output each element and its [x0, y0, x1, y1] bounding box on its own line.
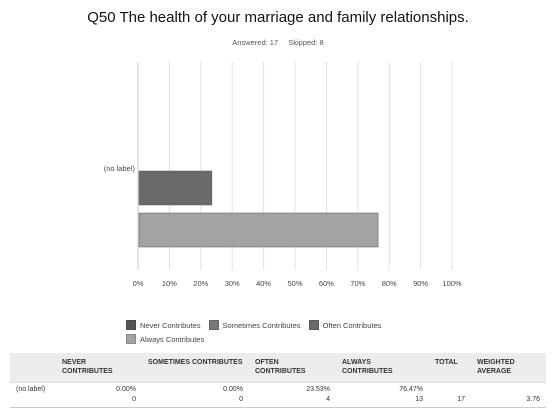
- table-header-weighted-average: WEIGHTED AVERAGE: [471, 353, 546, 383]
- x-tick-label: 40%: [256, 279, 271, 288]
- table-header-often: OFTEN CONTRIBUTES: [249, 353, 336, 383]
- x-tick-label: 60%: [319, 279, 334, 288]
- chart-legend: Never Contributes Sometimes Contributes …: [126, 320, 426, 348]
- table-cell-sometimes: 0.00% 0: [142, 382, 249, 408]
- x-tick-label: 80%: [382, 279, 397, 288]
- legend-swatch-always: [126, 334, 136, 344]
- table-header-never: NEVER CONTRIBUTES: [56, 353, 142, 383]
- x-tick-label: 70%: [350, 279, 365, 288]
- x-tick-label: 20%: [193, 279, 208, 288]
- bar-often: [138, 170, 213, 206]
- answered-count: Answered: 17: [232, 38, 279, 47]
- weighted-average-value: 3.76: [526, 396, 540, 403]
- total-count: 17: [457, 396, 465, 403]
- table-header-row: NEVER CONTRIBUTES SOMETIMES CONTRIBUTES …: [10, 353, 546, 383]
- summary-table: NEVER CONTRIBUTES SOMETIMES CONTRIBUTES …: [10, 353, 546, 408]
- x-tick-label: 10%: [162, 279, 177, 288]
- legend-item-never: Never Contributes: [126, 320, 200, 330]
- sometimes-percent: 0.00%: [223, 386, 243, 393]
- table-row-label: (no label): [10, 382, 56, 408]
- never-percent: 0.00%: [116, 386, 136, 393]
- bar-chart: 0% 10% 20% 30% 40% 50% 60% 70% 80% 90% 100% (no lab…: [104, 62, 462, 288]
- legend-item-always: Always Contributes: [126, 334, 204, 344]
- legend-label-never: Never Contributes: [140, 320, 201, 330]
- often-percent: 23.53%: [306, 386, 330, 393]
- table-row: (no label) 0.00% 0 0.00% 0 23.53% 4 76.4…: [10, 382, 546, 408]
- x-tick-label: 0%: [133, 279, 144, 288]
- skipped-count: Skipped: 8: [288, 38, 324, 47]
- legend-label-always: Always Contributes: [140, 334, 205, 344]
- chart-title: Q50 The health of your marriage and fami…: [87, 9, 469, 26]
- table-cell-often: 23.53% 4: [249, 382, 336, 408]
- legend-item-often: Often Contributes: [308, 320, 382, 330]
- table-cell-total: 17: [429, 382, 471, 408]
- legend-swatch-sometimes: [208, 320, 219, 330]
- table-header-empty: [10, 353, 56, 383]
- x-tick-label: 100%: [442, 279, 462, 288]
- legend-label-sometimes: Sometimes Contributes: [222, 320, 301, 330]
- table-header-total: TOTAL: [429, 353, 471, 383]
- table-cell-never: 0.00% 0: [56, 382, 142, 408]
- always-percent: 76.47%: [399, 386, 423, 393]
- table-header-always: ALWAYS CONTRIBUTES: [336, 353, 429, 383]
- x-tick-label: 50%: [287, 279, 302, 288]
- table-header-sometimes: SOMETIMES CONTRIBUTES: [142, 353, 249, 383]
- always-count: 13: [415, 396, 423, 403]
- category-label: (no label): [104, 164, 136, 173]
- legend-label-often: Often Contributes: [322, 320, 382, 330]
- response-counts: Answered: 17 Skipped: 8: [0, 38, 556, 47]
- table-cell-weighted-average: 3.76: [471, 382, 546, 408]
- bar-always: [138, 212, 379, 248]
- sometimes-count: 0: [239, 396, 243, 403]
- legend-swatch-often: [308, 320, 319, 330]
- legend-swatch-never: [126, 320, 136, 330]
- never-count: 0: [132, 396, 136, 403]
- often-count: 4: [326, 396, 330, 403]
- legend-item-sometimes: Sometimes Contributes: [208, 320, 301, 330]
- table-cell-always: 76.47% 13: [336, 382, 429, 408]
- x-tick-label: 90%: [413, 279, 428, 288]
- x-tick-label: 30%: [225, 279, 240, 288]
